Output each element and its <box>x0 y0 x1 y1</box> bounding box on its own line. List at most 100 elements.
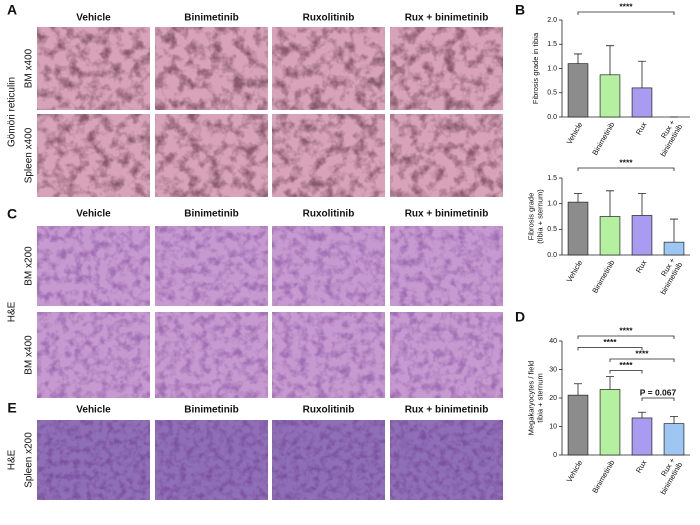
micrograph-texture <box>37 420 150 500</box>
y-tick-label: 1.5 <box>547 175 557 182</box>
significance-label: **** <box>635 348 649 358</box>
error-bar <box>574 383 582 396</box>
micrograph-texture <box>37 312 150 398</box>
micrograph-texture <box>37 114 150 197</box>
panel-letter: C <box>7 206 17 222</box>
x-tick-label: Binimetinib <box>590 120 616 156</box>
micrograph-texture <box>37 226 150 306</box>
y-axis-label: Megakaryocytes / field <box>526 361 535 436</box>
significance-bracket <box>609 358 675 362</box>
bar <box>663 423 685 456</box>
micrograph-texture <box>155 226 268 306</box>
column-heading: Vehicle <box>76 405 111 416</box>
y-axis-label: (tibia + sternum) <box>535 189 544 244</box>
significance-bracket <box>609 370 643 374</box>
panel-letter: A <box>7 2 17 18</box>
error-bar <box>638 411 646 418</box>
y-axis-label: tibia + sternum <box>535 373 544 422</box>
micrograph-texture <box>155 114 268 197</box>
y-axis-label: Fibrosis grade <box>526 193 535 241</box>
error-bar <box>574 53 582 64</box>
column-heading: Vehicle <box>76 209 111 220</box>
error-bar <box>606 190 614 217</box>
x-tick-label: Rux <box>634 258 649 274</box>
column-heading: Vehicle <box>76 13 111 24</box>
column-heading: Rux + binimetinib <box>405 405 489 416</box>
row-label: Spleen x200 <box>24 432 35 488</box>
y-tick-label: 0.5 <box>547 90 557 97</box>
y-tick-label: 20 <box>549 395 557 402</box>
micrograph-texture <box>390 27 503 110</box>
error-bar <box>606 45 614 75</box>
y-tick-label: 1.0 <box>547 65 557 72</box>
y-tick-label: 1.0 <box>547 201 557 208</box>
y-axis-label: Fibrosis grade in tibia <box>531 32 540 104</box>
bar <box>599 74 621 118</box>
significance-bracket <box>577 347 643 351</box>
micrograph-texture <box>390 312 503 398</box>
significance-bracket <box>577 335 675 339</box>
significance-label: P = 0.067 <box>640 387 677 397</box>
micrograph-texture <box>272 420 385 500</box>
x-tick-label: Binimetinib <box>590 458 616 494</box>
error-bar <box>574 193 582 203</box>
y-tick-label: 0 <box>553 452 557 459</box>
micrograph-texture <box>37 27 150 110</box>
x-tick-label: Vehicle <box>565 458 585 483</box>
bar <box>567 63 589 118</box>
significance-label: **** <box>603 337 617 347</box>
y-tick-label: 1.5 <box>547 41 557 48</box>
error-bar <box>638 60 646 88</box>
significance-bracket <box>577 11 675 15</box>
y-tick-label: 10 <box>549 423 557 430</box>
column-heading: Ruxolitinib <box>303 13 355 24</box>
column-heading: Binimetinib <box>184 13 238 24</box>
x-tick-label: Rux <box>634 458 649 474</box>
significance-label: **** <box>619 157 633 167</box>
significance-label: **** <box>619 325 633 335</box>
bar <box>567 201 589 256</box>
micrograph-texture <box>390 226 503 306</box>
y-tick-label: 0.5 <box>547 226 557 233</box>
error-bar <box>606 376 614 390</box>
panel-letter: B <box>515 2 525 18</box>
row-label: BM x200 <box>24 246 35 286</box>
bar <box>599 216 621 256</box>
error-bar <box>638 193 646 216</box>
y-tick-label: 0.0 <box>547 252 557 259</box>
column-heading: Rux + binimetinib <box>405 209 489 220</box>
micrograph-texture <box>390 420 503 500</box>
error-bar <box>670 416 678 424</box>
micrograph-texture <box>272 226 385 306</box>
y-tick-label: 30 <box>549 366 557 373</box>
row-label: BM x400 <box>24 48 35 88</box>
bar <box>631 417 653 456</box>
y-tick-label: 2.0 <box>547 17 557 24</box>
micrograph-texture <box>272 114 385 197</box>
panel-letter: D <box>515 309 525 325</box>
micrograph-texture <box>272 312 385 398</box>
column-heading: Ruxolitinib <box>303 209 355 220</box>
significance-bracket <box>577 167 675 171</box>
column-heading: Rux + binimetinib <box>405 13 489 24</box>
panel-letter: E <box>7 400 16 416</box>
column-heading: Binimetinib <box>184 209 238 220</box>
column-heading: Binimetinib <box>184 405 238 416</box>
significance-label: **** <box>619 1 633 11</box>
significance-bracket <box>641 397 675 401</box>
bar <box>631 215 653 256</box>
x-tick-label: Vehicle <box>565 120 585 145</box>
x-tick-label: Rux <box>634 120 649 136</box>
column-heading: Ruxolitinib <box>303 405 355 416</box>
x-tick-label: Binimetinib <box>590 258 616 294</box>
micrograph-texture <box>155 420 268 500</box>
group-label: H&E <box>7 449 18 470</box>
error-bar <box>670 218 678 243</box>
bar <box>567 394 589 456</box>
bar <box>663 241 685 256</box>
y-tick-label: 40 <box>549 338 557 345</box>
bar <box>599 389 621 456</box>
micrograph-texture <box>155 27 268 110</box>
group-label: Gömöri reticulin <box>7 77 18 147</box>
